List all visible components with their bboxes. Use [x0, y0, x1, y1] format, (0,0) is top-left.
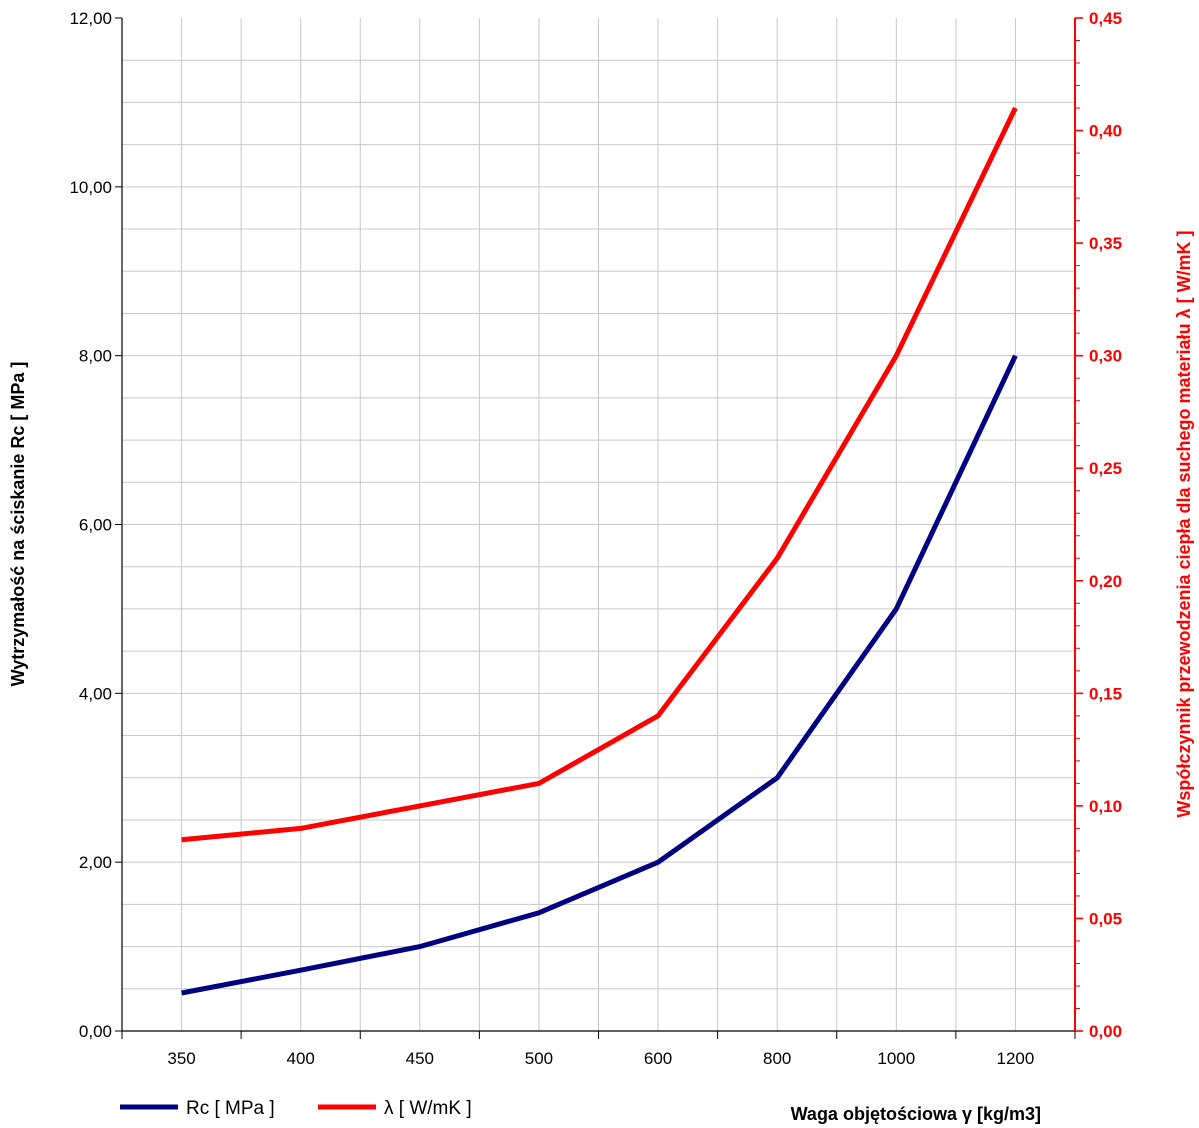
- right-tick-label: 0,40: [1089, 122, 1122, 141]
- x-tick-label: 600: [644, 1049, 672, 1068]
- series-line-lambda: [181, 106, 1018, 843]
- right-tick-label: 0,30: [1089, 347, 1122, 366]
- series-lines: [181, 106, 1018, 996]
- series-line-rc: [181, 354, 1018, 996]
- x-tick-label: 500: [525, 1049, 553, 1068]
- left-axis-ticks: 0,00 2,00 4,00 6,00 8,00 10,00 12,00: [69, 9, 122, 1041]
- y2-axis-title: Współczynnik przewodzenia ciepła dla suc…: [1174, 230, 1194, 817]
- left-tick-label: 10,00: [69, 178, 112, 197]
- right-tick-label: 0,35: [1089, 234, 1122, 253]
- legend-label-lambda: λ [ W/mK ]: [384, 1098, 472, 1119]
- right-axis-ticks: 0,00 0,05 0,10 0,15 0,20 0,25 0,30 0,35 0,40 0,45: [1075, 9, 1122, 1041]
- right-tick-label: 0,00: [1089, 1022, 1122, 1041]
- x-axis-title: Waga objętościowa γ [kg/m3]: [791, 1104, 1041, 1124]
- left-tick-label: 0,00: [79, 1022, 112, 1041]
- left-tick-label: 6,00: [79, 516, 112, 535]
- left-tick-label: 8,00: [79, 347, 112, 366]
- x-tick-label: 1200: [997, 1049, 1035, 1068]
- x-tick-label: 1000: [877, 1049, 915, 1068]
- left-tick-label: 4,00: [79, 684, 112, 703]
- x-tick-label: 450: [406, 1049, 434, 1068]
- x-tick-label: 350: [167, 1049, 195, 1068]
- right-tick-label: 0,05: [1089, 909, 1122, 928]
- legend: Rc [ MPa ] λ [ W/mK ]: [120, 1098, 472, 1119]
- right-tick-label: 0,15: [1089, 684, 1122, 703]
- x-axis-ticks: 350 400 450 500 600 800 1000 1200: [121, 1031, 1076, 1068]
- legend-label-rc: Rc [ MPa ]: [186, 1098, 275, 1119]
- left-tick-label: 2,00: [79, 853, 112, 872]
- x-tick-label: 400: [287, 1049, 315, 1068]
- right-tick-label: 0,10: [1089, 797, 1122, 816]
- right-tick-label: 0,45: [1089, 9, 1122, 28]
- left-tick-label: 12,00: [69, 9, 112, 28]
- right-tick-label: 0,25: [1089, 459, 1122, 478]
- right-tick-label: 0,20: [1089, 572, 1122, 591]
- x-tick-label: 800: [763, 1049, 791, 1068]
- y-axis-title: Wytrzymałość na ściskanie Rc [ MPa ]: [8, 362, 28, 687]
